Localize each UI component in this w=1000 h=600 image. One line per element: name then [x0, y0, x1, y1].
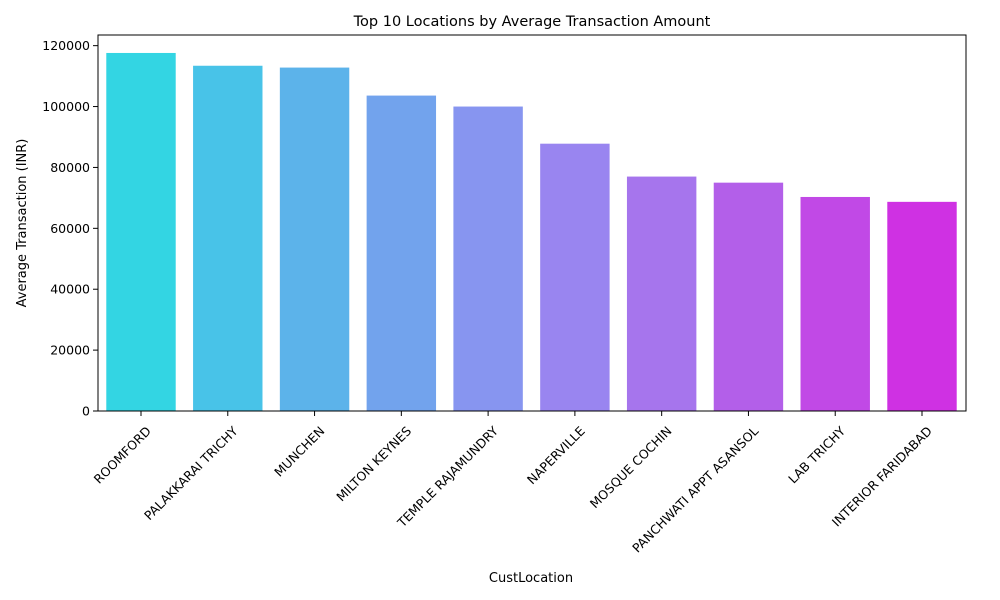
bar-3 — [366, 95, 437, 411]
y-tick-label-0: 0 — [82, 404, 90, 419]
bar-7 — [713, 182, 784, 411]
bar-1 — [193, 65, 263, 412]
y-tick-label-5: 100000 — [42, 99, 90, 114]
x-axis-label: CustLocation — [489, 571, 573, 586]
y-tick-label-3: 60000 — [50, 221, 90, 236]
y-axis-label: Average Transaction (INR) — [15, 139, 30, 308]
plot-frame — [97, 34, 967, 412]
y-tick-label-4: 80000 — [50, 160, 90, 175]
chart-title: Top 10 Locations by Average Transaction … — [353, 14, 711, 30]
bar-4 — [453, 106, 523, 411]
y-tick-label-6: 120000 — [42, 38, 90, 53]
bar-5 — [540, 143, 610, 411]
bar-2 — [279, 67, 350, 412]
bar-6 — [626, 176, 697, 411]
bar-9 — [887, 201, 957, 411]
bar-0 — [106, 52, 176, 411]
y-tick-label-2: 40000 — [50, 282, 90, 297]
y-axis-ticks: 0 20000 40000 60000 80000 100000 120000 — [42, 38, 98, 419]
bar-8 — [800, 196, 870, 411]
y-tick-label-1: 20000 — [50, 343, 90, 358]
bars-group — [106, 52, 957, 412]
